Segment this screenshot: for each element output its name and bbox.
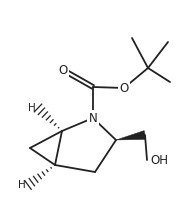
- Text: H: H: [18, 180, 26, 190]
- Text: O: O: [58, 63, 68, 77]
- Polygon shape: [116, 131, 146, 140]
- Text: N: N: [89, 112, 97, 125]
- Text: H: H: [28, 103, 36, 113]
- Text: O: O: [119, 82, 129, 95]
- Text: OH: OH: [150, 153, 168, 166]
